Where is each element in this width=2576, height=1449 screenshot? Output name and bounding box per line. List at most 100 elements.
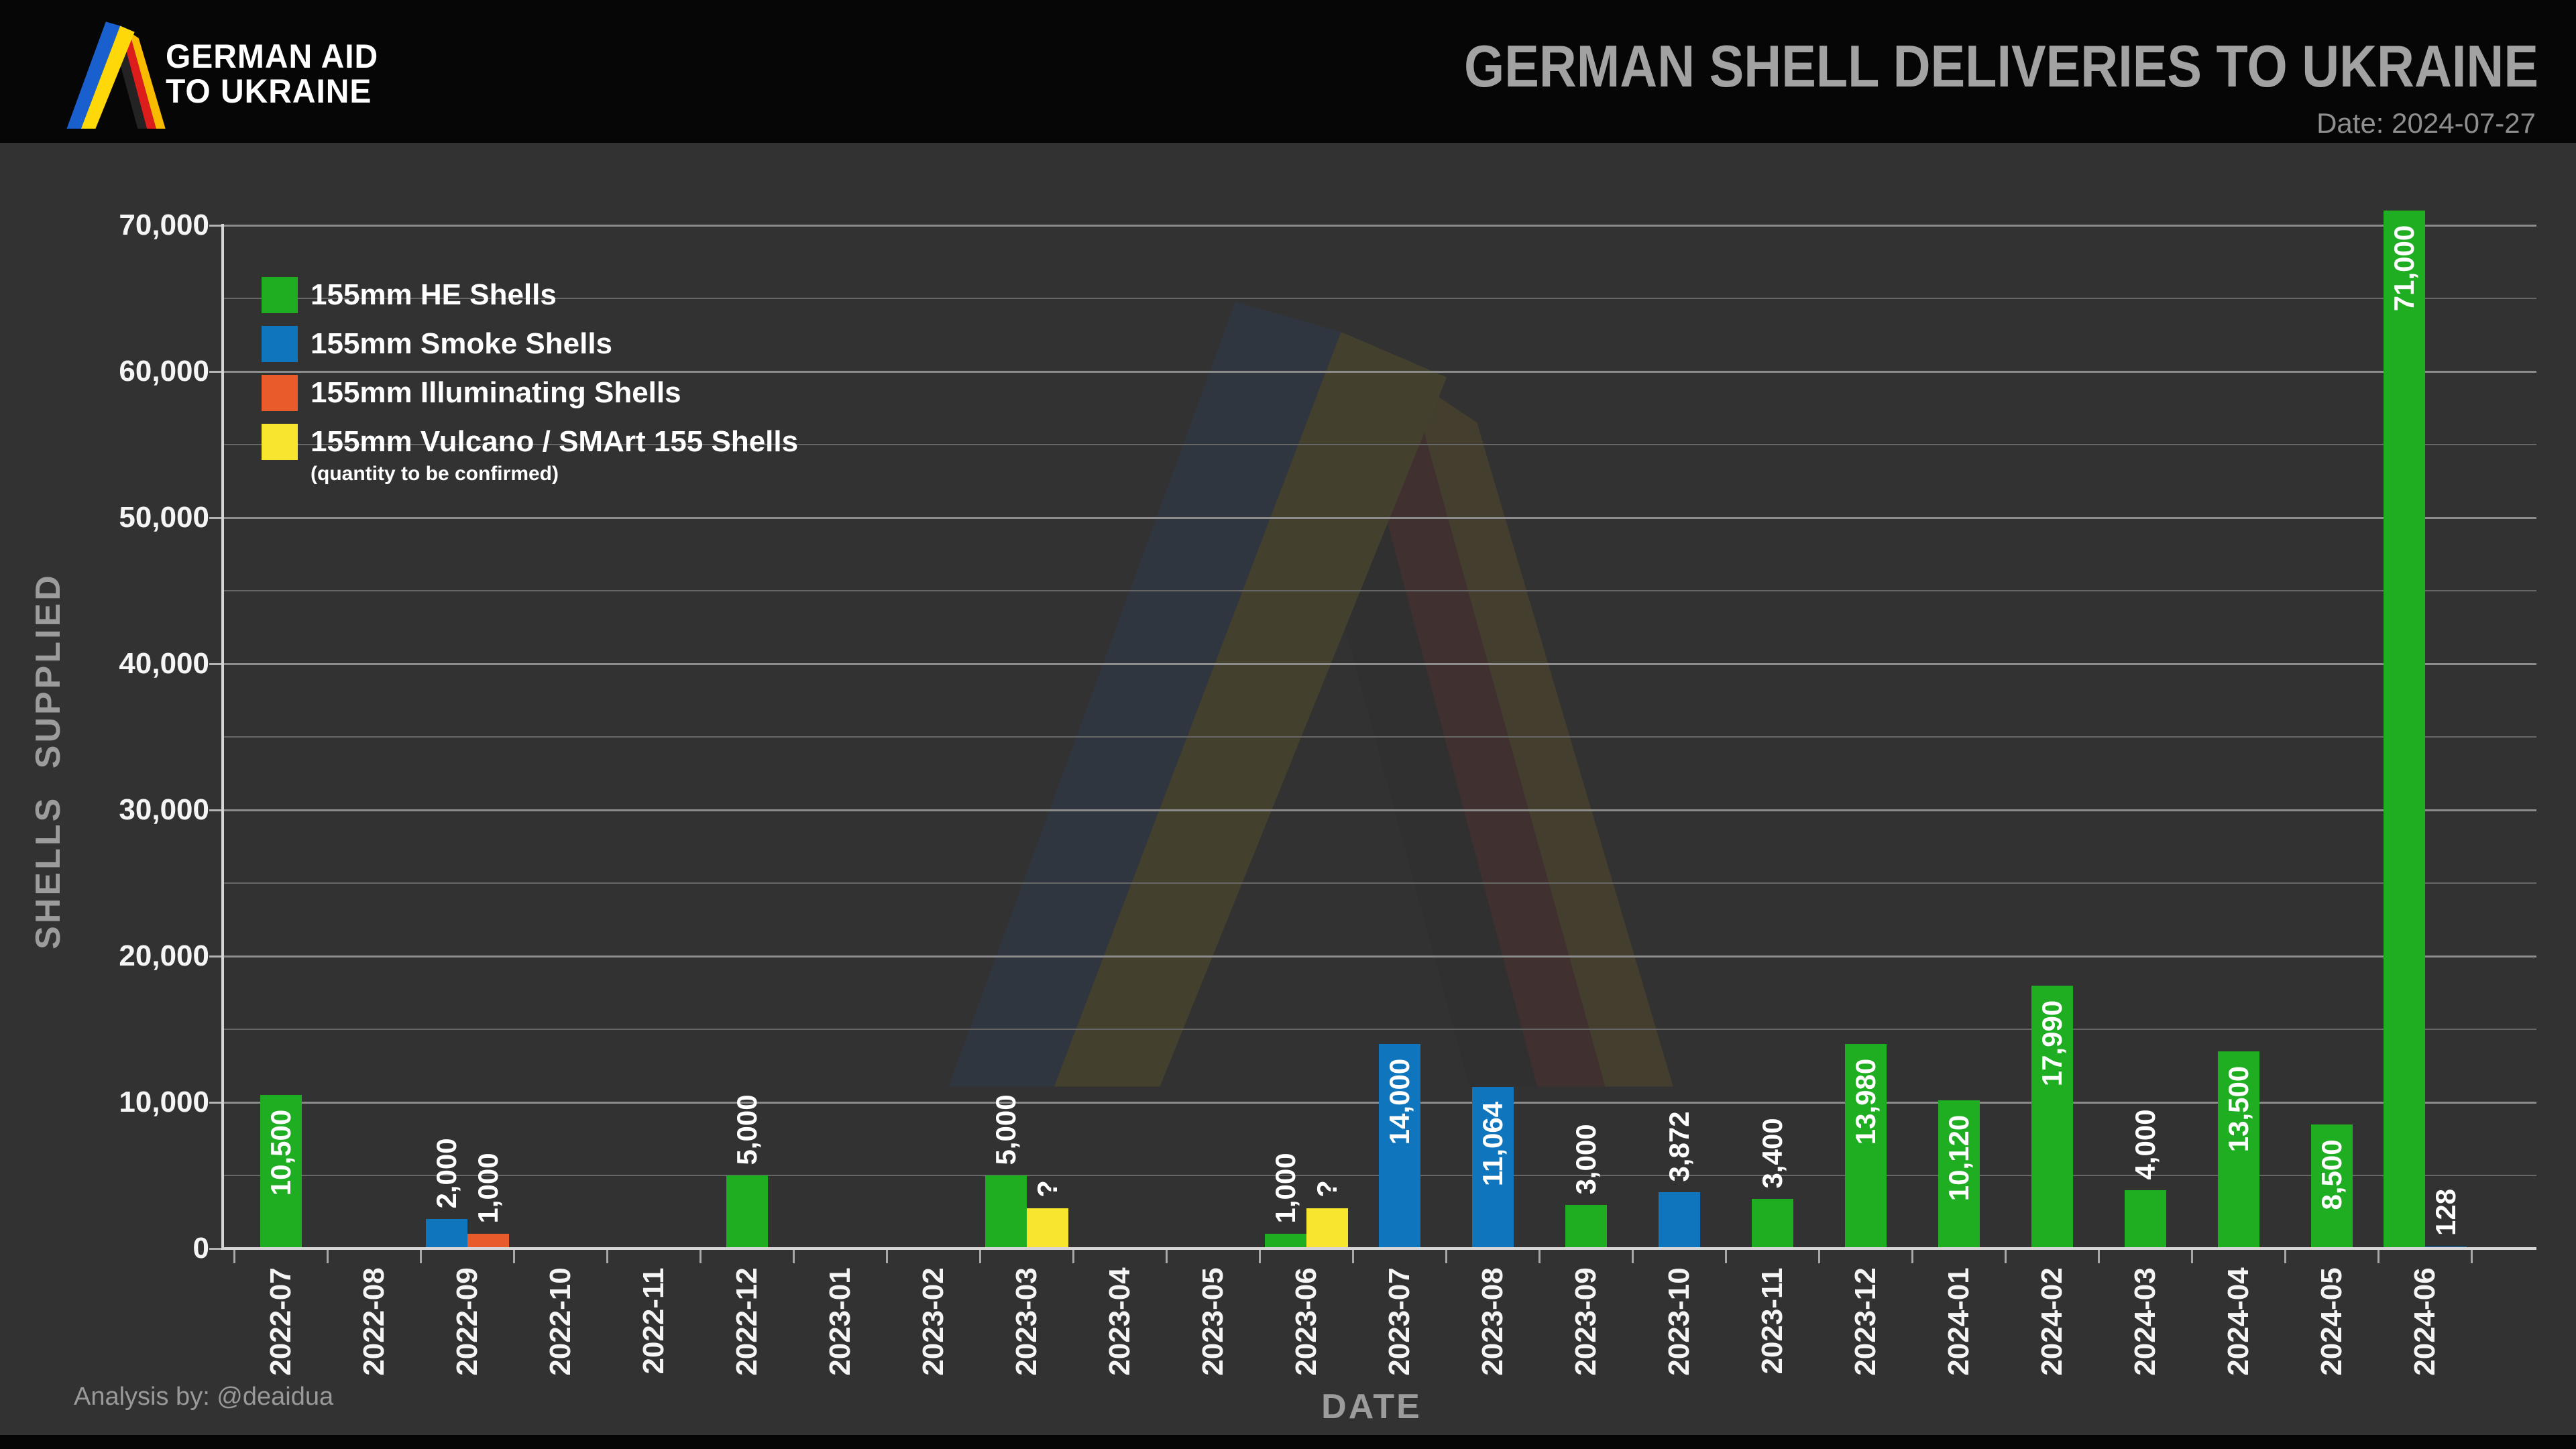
x-axis-tick: [2284, 1250, 2286, 1263]
x-axis-tick-label: 2023-08: [1475, 1267, 1509, 1376]
x-axis-tick: [978, 1250, 981, 1263]
y-axis-tick-label: 50,000: [119, 501, 209, 534]
bar-value-label: 10,120: [1942, 1114, 1974, 1202]
gridline-30000: [223, 809, 2536, 811]
german-aid-logo-icon: [66, 21, 166, 129]
watermark-logo-icon: [948, 302, 1673, 1087]
gridline-60000: [223, 370, 2536, 373]
legend-swatch-smoke: [262, 326, 298, 362]
x-axis-tick: [885, 1250, 888, 1263]
x-axis-tick-label: 2024-06: [2408, 1267, 2441, 1376]
bar-smoke-2023-07: [1378, 1044, 1420, 1249]
bar-he-2023-11: [1751, 1199, 1793, 1249]
bar-he-2024-03: [2124, 1190, 2166, 1249]
legend-note-vulcano: (quantity to be confirmed): [311, 463, 559, 485]
gridline-55000: [223, 444, 2536, 445]
gridline-20000: [223, 955, 2536, 958]
legend-label-smoke: 155mm Smoke Shells: [311, 327, 613, 360]
y-axis-tick: [209, 955, 223, 958]
y-axis-tick-label: 20,000: [119, 939, 209, 972]
x-axis-tick-label: 2023-05: [1196, 1267, 1229, 1376]
bar-value-label: 10,500: [264, 1109, 296, 1196]
y-axis-tick-label: 70,000: [119, 209, 209, 241]
bar-value-label: ?: [1310, 1180, 1343, 1198]
x-axis-tick-label: 2024-02: [2035, 1267, 2068, 1376]
x-axis-line: [221, 1247, 2536, 1250]
bar-value-label: 4,000: [2129, 1108, 2161, 1180]
x-axis-tick-label: 2022-07: [264, 1267, 297, 1376]
x-axis-tick-label: 2024-01: [1942, 1267, 1975, 1376]
x-axis-tick: [1072, 1250, 1074, 1263]
x-axis-tick-label: 2022-09: [450, 1267, 484, 1376]
footer-bar: [0, 1435, 2576, 1449]
bar-vulcano-2023-03: [1026, 1208, 1068, 1249]
x-axis-tick: [1445, 1250, 1447, 1263]
legend-label-vulcano: 155mm Vulcano / SMArt 155 Shells: [311, 425, 799, 458]
x-axis-tick-label: 2023-01: [823, 1267, 856, 1376]
y-axis-tick: [209, 224, 223, 227]
y-axis-tick: [209, 370, 223, 373]
gridline-35000: [223, 736, 2536, 738]
bar-value-label: 128: [2429, 1188, 2461, 1236]
gridline-15000: [223, 1029, 2536, 1030]
x-axis-tick: [1631, 1250, 1634, 1263]
bar-he-2024-01: [1938, 1100, 1980, 1249]
bar-value-label: 5,000: [730, 1094, 763, 1165]
x-axis-tick-label: 2024-04: [2221, 1267, 2255, 1376]
bar-he-2024-02: [2031, 986, 2073, 1249]
x-axis-tick-label: 2023-07: [1382, 1267, 1416, 1376]
brand-line2: TO UKRAINE: [166, 72, 372, 110]
gridline-65000: [223, 298, 2536, 299]
legend-label-he: 155mm HE Shells: [311, 278, 557, 311]
x-axis-tick: [1817, 1250, 1820, 1263]
legend-swatch-he: [262, 277, 298, 313]
bar-smoke-2023-10: [1658, 1192, 1700, 1249]
y-axis-tick-label: 0: [192, 1232, 209, 1265]
x-axis-tick: [2004, 1250, 2007, 1263]
x-axis-tick-label: 2022-11: [636, 1267, 670, 1375]
bar-value-label: 3,400: [1756, 1117, 1788, 1189]
gridline-50000: [223, 516, 2536, 519]
x-axis-title: DATE: [1321, 1387, 1422, 1426]
y-axis-title: SHELLS SUPPLIED: [29, 573, 68, 949]
x-axis-tick: [1724, 1250, 1727, 1263]
bar-he-2023-09: [1565, 1205, 1607, 1249]
x-axis-tick: [326, 1250, 329, 1263]
bar-value-label: 14,000: [1383, 1058, 1415, 1145]
x-axis-tick-label: 2023-11: [1755, 1267, 1789, 1375]
brand-line1: GERMAN AID: [166, 38, 379, 75]
x-axis-tick: [512, 1250, 515, 1263]
legend-swatch-illum: [262, 375, 298, 411]
legend-swatch-vulcano: [262, 424, 298, 460]
x-axis-tick-label: 2022-08: [357, 1267, 390, 1376]
bar-smoke-2022-09: [425, 1219, 467, 1249]
x-axis-tick: [2190, 1250, 2193, 1263]
x-axis-tick-label: 2023-10: [1662, 1267, 1695, 1376]
x-axis-tick: [1258, 1250, 1261, 1263]
bar-value-label: 13,500: [2222, 1065, 2254, 1153]
bar-value-label: 17,990: [2035, 1000, 2068, 1087]
bar-he-2022-12: [726, 1175, 768, 1249]
x-axis-tick-label: 2023-09: [1569, 1267, 1602, 1376]
bar-value-label: 11,064: [1476, 1101, 1508, 1187]
x-axis-tick: [1538, 1250, 1541, 1263]
x-axis-tick-label: 2022-12: [730, 1267, 763, 1376]
bar-he-2022-07: [260, 1095, 302, 1249]
gridline-40000: [223, 662, 2536, 665]
bar-he-2024-05: [2310, 1124, 2353, 1249]
x-axis-tick: [233, 1250, 235, 1263]
x-axis-tick-label: 2023-03: [1009, 1267, 1043, 1376]
legend-label-illum: 155mm Illuminating Shells: [311, 376, 681, 409]
bar-he-2023-12: [1844, 1044, 1887, 1249]
x-axis-tick: [2097, 1250, 2100, 1263]
bar-illum-2022-09: [467, 1234, 509, 1249]
bar-value-label: 5,000: [989, 1094, 1021, 1165]
x-axis-tick: [792, 1250, 795, 1263]
x-axis-tick-label: 2023-02: [916, 1267, 950, 1376]
credit-label: Analysis by: @deaidua: [74, 1383, 334, 1411]
bar-he-2023-06: [1264, 1234, 1306, 1249]
x-axis-tick: [1351, 1250, 1354, 1263]
gridline-70000: [223, 224, 2536, 227]
x-axis-tick: [606, 1250, 608, 1263]
bar-he-2024-04: [2217, 1051, 2259, 1249]
